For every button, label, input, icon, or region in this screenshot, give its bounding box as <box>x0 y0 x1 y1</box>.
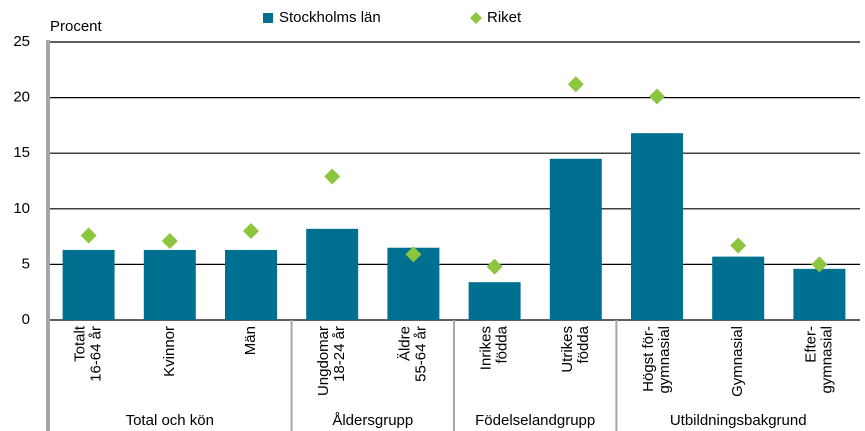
x-tick-label: 18-24 år <box>331 326 348 382</box>
x-tick-label: födda <box>575 325 592 363</box>
bar <box>306 228 359 320</box>
diamond-marker <box>405 246 422 263</box>
y-tick-label: 15 <box>13 144 30 161</box>
x-tick-label: Efter- <box>802 326 819 363</box>
bar <box>549 158 602 320</box>
legend-label: Riket <box>487 9 522 26</box>
y-tick-label: 5 <box>22 255 30 272</box>
x-tick-label: Totalt <box>72 325 89 362</box>
y-tick-label: 20 <box>13 89 30 106</box>
x-tick-label: gymnasial <box>656 326 673 394</box>
x-tick-label: 55-64 år <box>412 326 429 382</box>
diamond-marker <box>649 88 665 105</box>
bar <box>712 256 765 320</box>
x-tick-label: Utrikes <box>559 326 576 373</box>
group-label: Åldersgrupp <box>332 412 413 429</box>
bar <box>631 133 683 320</box>
x-tick-label: Högst för- <box>640 326 657 392</box>
legend-swatch <box>263 13 273 23</box>
bar <box>468 282 521 320</box>
diamond-marker <box>730 237 747 254</box>
group-label: Födelselandgrupp <box>475 412 595 429</box>
diamond-marker <box>567 76 584 93</box>
diamond-marker <box>811 256 828 273</box>
x-tick-label: Män <box>242 326 259 355</box>
x-tick-label: födda <box>494 325 511 363</box>
x-tick-label: Inrikes <box>478 326 495 370</box>
diamond-marker <box>80 227 97 244</box>
legend-swatch <box>470 12 482 24</box>
x-tick-label: Gymnasial <box>729 326 746 397</box>
bar <box>225 249 277 320</box>
y-axis-label: Procent <box>50 18 103 35</box>
x-tick-label: Ungdomar <box>315 326 332 396</box>
diamond-marker <box>161 233 178 250</box>
y-tick-label: 25 <box>13 33 30 50</box>
bar <box>62 249 115 320</box>
x-tick-label: 16-64 år <box>88 326 105 382</box>
legend-label: Stockholms län <box>279 9 381 26</box>
x-tick-label: Kvinnor <box>161 326 178 377</box>
bar <box>793 268 846 320</box>
diamond-marker <box>486 258 503 275</box>
y-tick-label: 10 <box>13 200 30 217</box>
x-tick-label: Äldre <box>396 326 413 361</box>
x-tick-label: gymnasial <box>818 326 835 394</box>
diamond-marker <box>324 168 341 185</box>
group-label: Total och kön <box>126 412 214 429</box>
bar <box>143 249 196 320</box>
y-tick-label: 0 <box>22 311 30 328</box>
diamond-marker <box>243 223 259 240</box>
group-label: Utbildningsbakgrund <box>670 412 807 429</box>
